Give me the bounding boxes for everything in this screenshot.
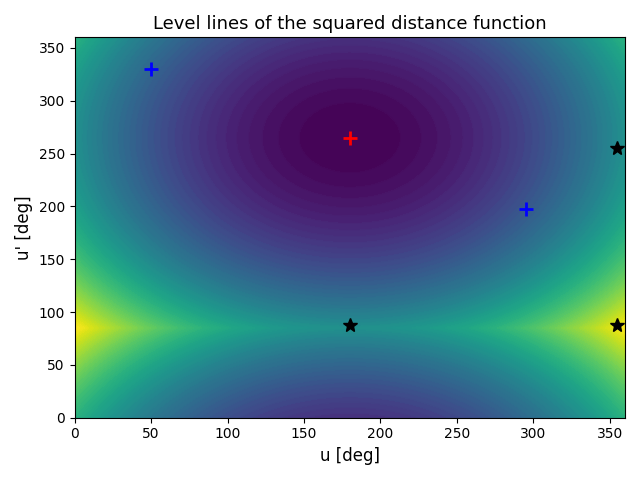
X-axis label: u [deg]: u [deg] — [320, 447, 380, 465]
Title: Level lines of the squared distance function: Level lines of the squared distance func… — [153, 15, 547, 33]
Y-axis label: u' [deg]: u' [deg] — [15, 195, 33, 260]
